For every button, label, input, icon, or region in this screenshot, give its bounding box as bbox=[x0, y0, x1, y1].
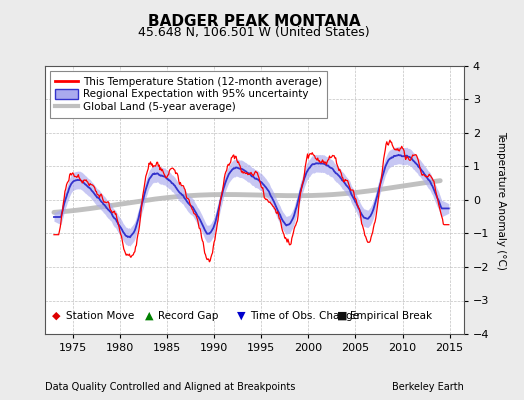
Text: 45.648 N, 106.501 W (United States): 45.648 N, 106.501 W (United States) bbox=[138, 26, 370, 39]
Text: ▼: ▼ bbox=[237, 310, 245, 321]
Text: Record Gap: Record Gap bbox=[158, 310, 219, 321]
Text: BADGER PEAK MONTANA: BADGER PEAK MONTANA bbox=[148, 14, 361, 29]
Text: ■: ■ bbox=[337, 310, 347, 321]
Text: Berkeley Earth: Berkeley Earth bbox=[392, 382, 464, 392]
Text: Empirical Break: Empirical Break bbox=[351, 310, 432, 321]
Legend: This Temperature Station (12-month average), Regional Expectation with 95% uncer: This Temperature Station (12-month avera… bbox=[50, 71, 328, 118]
Y-axis label: Temperature Anomaly (°C): Temperature Anomaly (°C) bbox=[496, 130, 506, 270]
Text: ◆: ◆ bbox=[52, 310, 61, 321]
Text: ▲: ▲ bbox=[145, 310, 153, 321]
Text: Data Quality Controlled and Aligned at Breakpoints: Data Quality Controlled and Aligned at B… bbox=[45, 382, 295, 392]
Text: Time of Obs. Change: Time of Obs. Change bbox=[250, 310, 359, 321]
Text: Station Move: Station Move bbox=[66, 310, 134, 321]
